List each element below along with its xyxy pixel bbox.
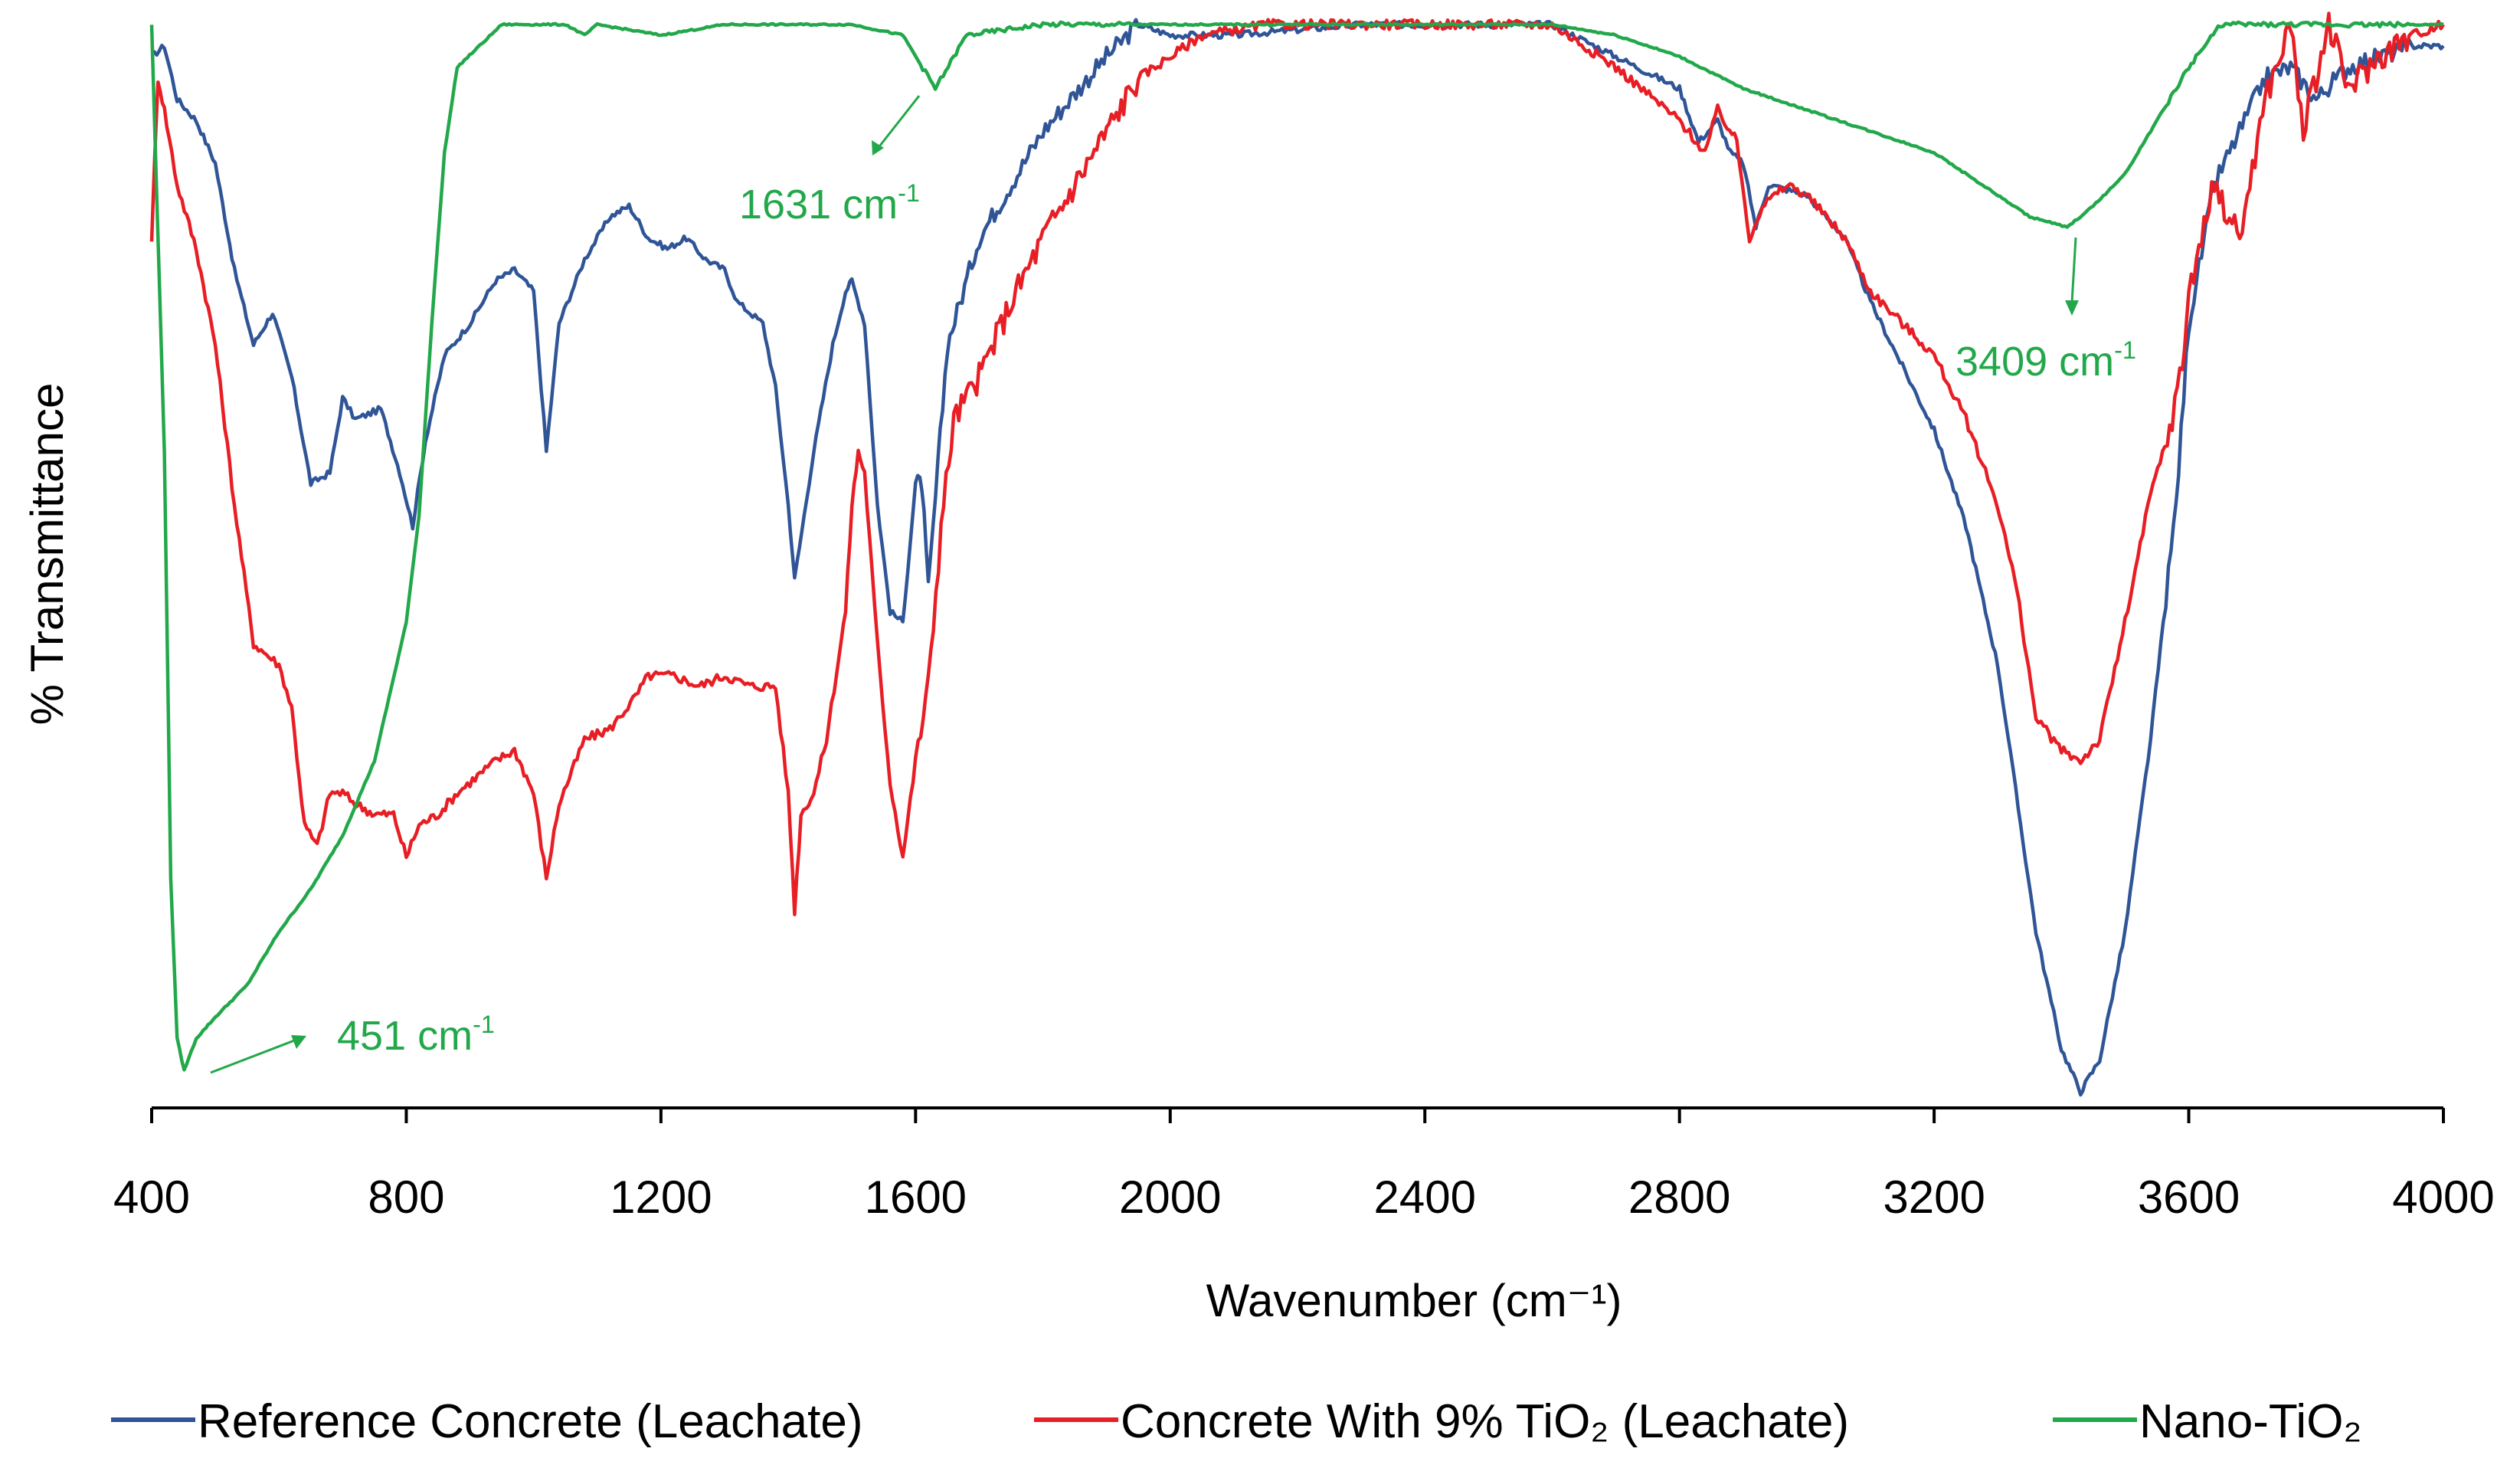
series-nano-tio2-line: [149, 20, 2444, 1072]
x-tick-label-3200: 3200: [1883, 1171, 1985, 1223]
annotation-3409-arrowhead: [2065, 300, 2079, 316]
annotation-1631: 1631 cm-1: [739, 95, 921, 228]
x-tick-label-1600: 1600: [865, 1171, 967, 1223]
annotation-3409-arrow: [2070, 237, 2077, 303]
x-axis-title: Wavenumber (cm⁻¹): [1206, 1275, 1622, 1326]
annotation-1631-label: 1631 cm-1: [739, 179, 920, 228]
legend: Reference Concrete (Leachate) Concrete W…: [111, 1395, 2362, 1448]
annotation-1631-arrow: [875, 95, 921, 150]
series-layer: [149, 11, 2445, 1097]
x-tick-label-4000: 4000: [2392, 1171, 2494, 1223]
annotation-451: 451 cm-1: [210, 1011, 495, 1074]
legend-item-reference: Reference Concrete (Leachate): [111, 1395, 862, 1448]
legend-item-nano: Nano-TiO₂: [2053, 1395, 2362, 1448]
legend-item-tio2-concrete: Concrete With 9% TiO₂ (Leachate): [1034, 1395, 1849, 1448]
annotation-451-arrow: [210, 1037, 301, 1074]
series-reference-line: [150, 18, 2445, 1097]
x-tick-label-3600: 3600: [2138, 1171, 2240, 1223]
annotation-451-label: 451 cm-1: [337, 1011, 495, 1059]
legend-label-tio2-concrete: Concrete With 9% TiO₂ (Leachate): [1121, 1395, 1849, 1448]
x-tick-label-2400: 2400: [1373, 1171, 1475, 1223]
legend-label-nano: Nano-TiO₂: [2139, 1395, 2362, 1448]
annotation-3409-label: 3409 cm-1: [1955, 336, 2136, 385]
x-tick-label-800: 800: [368, 1171, 444, 1223]
annotation-1631-arrowhead: [872, 140, 884, 156]
x-ticks: 400 800 1200 1600 2000 2400 2800 3200 3600 4000: [113, 1108, 2495, 1223]
series-tio2-concrete-line: [149, 11, 2445, 916]
annotation-3409: 3409 cm-1: [1955, 237, 2136, 385]
legend-label-reference: Reference Concrete (Leachate): [198, 1395, 862, 1448]
x-tick-label-400: 400: [113, 1171, 190, 1223]
annotation-451-arrowhead: [291, 1035, 306, 1049]
peak-annotations: 451 cm-1 1631 cm-1 3409 cm-1: [210, 95, 2136, 1074]
x-tick-label-1200: 1200: [610, 1171, 712, 1223]
x-tick-label-2000: 2000: [1119, 1171, 1221, 1223]
x-tick-label-2800: 2800: [1628, 1171, 1730, 1223]
y-axis-title: % Transmittance: [21, 383, 73, 726]
